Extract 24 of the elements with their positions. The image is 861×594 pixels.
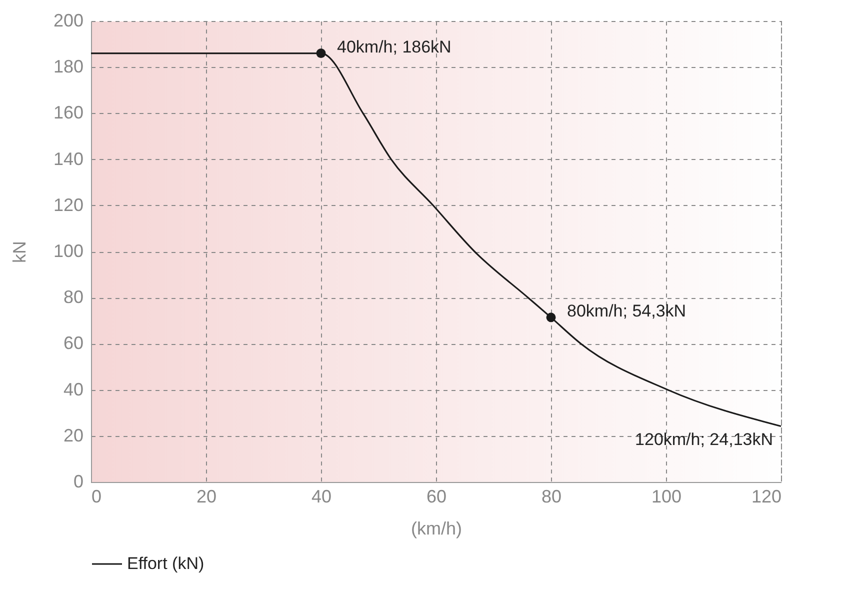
x-tick-label: 60: [426, 486, 447, 506]
annotation: 80km/h; 54,3kN: [567, 301, 686, 320]
annotation: 40km/h; 186kN: [337, 37, 452, 56]
y-tick-label: 80: [63, 287, 84, 308]
x-tick-label: 20: [196, 486, 217, 506]
y-tick-label: 60: [63, 333, 84, 354]
legend-label: Effort (kN): [127, 554, 204, 573]
x-tick-label: 80: [541, 486, 562, 506]
annotation: 120km/h; 24,13kN: [635, 430, 773, 450]
y-tick-label: 40: [63, 379, 84, 400]
y-tick-label: 180: [53, 56, 84, 77]
y-axis-title: kN: [9, 241, 30, 263]
y-tick-label: 100: [53, 241, 84, 261]
y-tick-label: 20: [63, 425, 84, 446]
y-tick-label: 140: [53, 148, 84, 169]
y-tick-label: 200: [53, 10, 84, 30]
x-tick-label: 100: [651, 486, 682, 506]
x-tick-label: 120: [751, 486, 782, 506]
x-tick-label: 40: [311, 486, 332, 506]
x-axis-title: (km/h): [411, 518, 462, 538]
y-tick-label: 160: [53, 102, 84, 123]
y-tick-label: 0: [73, 472, 84, 492]
y-tick-label: 120: [53, 194, 84, 215]
x-tick-label: 0: [92, 486, 102, 506]
